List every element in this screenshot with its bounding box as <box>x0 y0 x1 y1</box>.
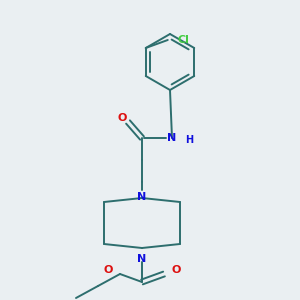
Text: O: O <box>171 265 180 275</box>
Text: N: N <box>137 254 147 264</box>
Text: O: O <box>117 113 127 123</box>
Text: N: N <box>167 133 177 143</box>
Text: N: N <box>137 192 147 202</box>
Text: Cl: Cl <box>178 35 190 45</box>
Text: O: O <box>103 265 113 275</box>
Text: H: H <box>185 135 193 145</box>
